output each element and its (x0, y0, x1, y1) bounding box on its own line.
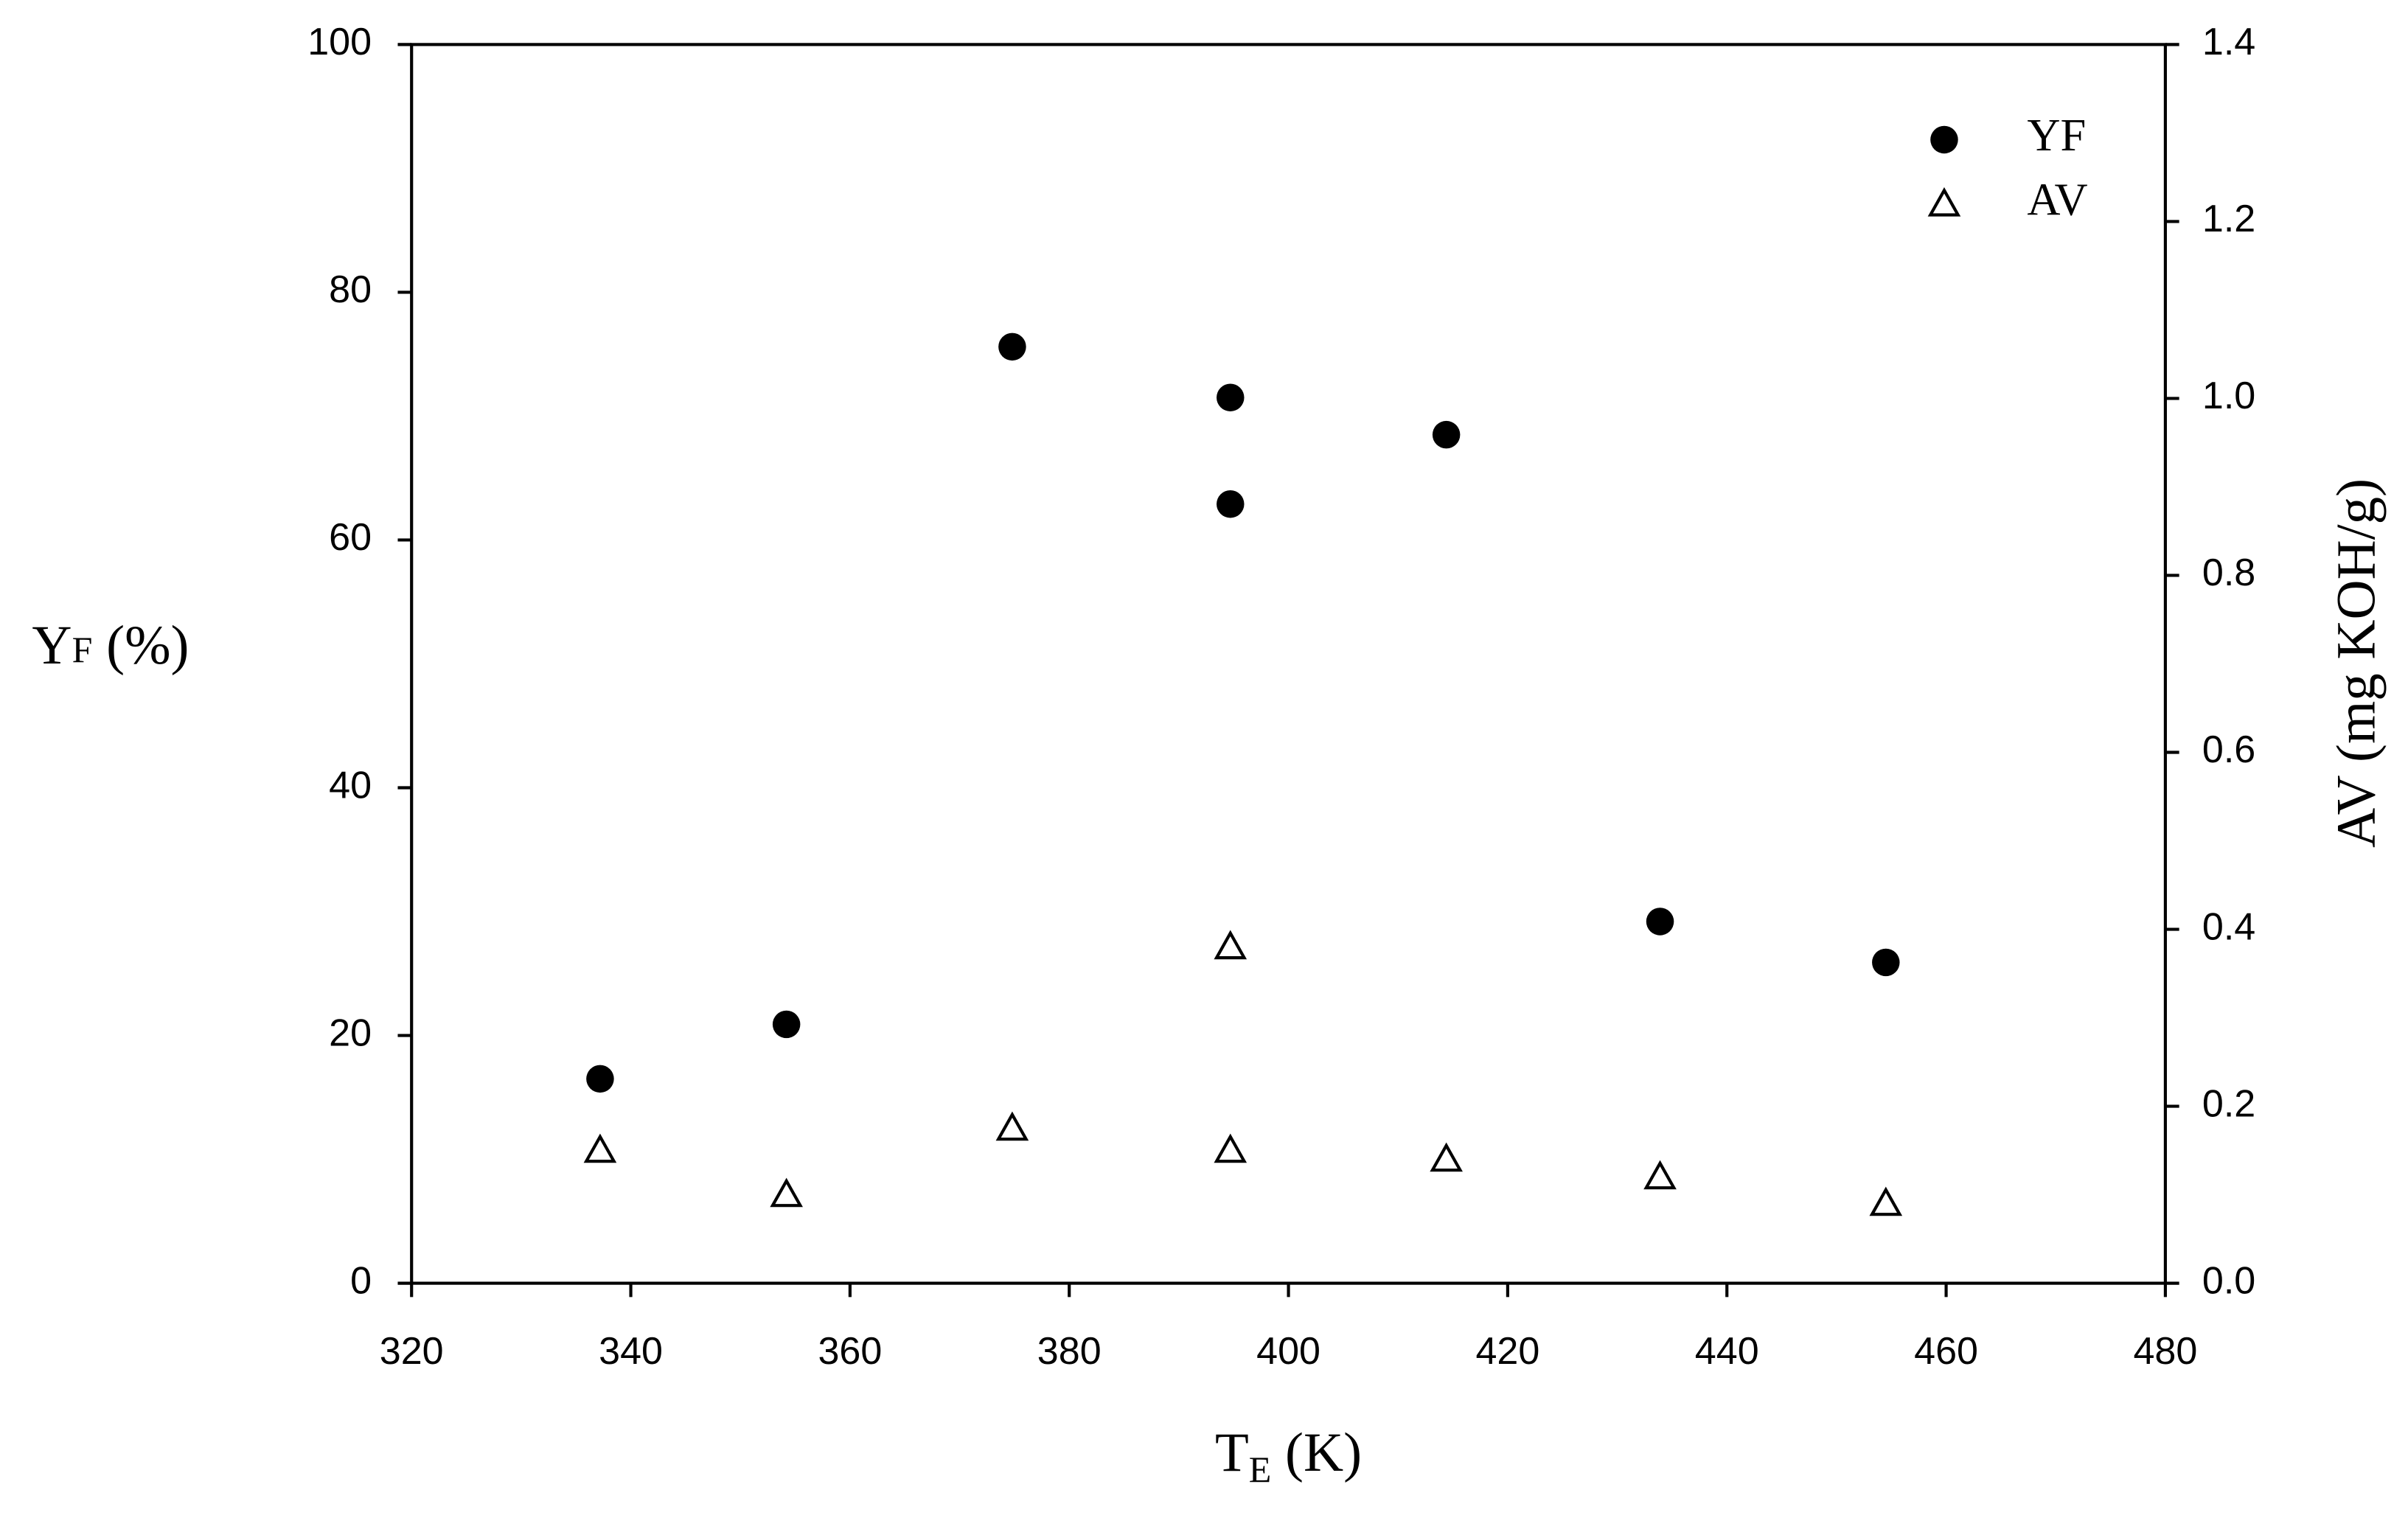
x-label-suffix: (K) (1271, 1422, 1362, 1483)
point (1872, 948, 1900, 977)
legend-marker (1927, 187, 1961, 217)
y2-tick-label: 0.8 (2202, 551, 2255, 594)
legend-label: YF (2027, 109, 2086, 161)
x-tick-label: 480 (2133, 1330, 2197, 1373)
y-label-sub: F (72, 629, 93, 670)
x-tick-label: 380 (1037, 1330, 1102, 1373)
x-tick-label: 360 (818, 1330, 882, 1373)
y2-axis-label: AV (mg KOH/g) (2326, 478, 2387, 848)
point (998, 332, 1026, 361)
y-tick-label: 100 (307, 21, 372, 63)
point (1869, 1186, 1903, 1216)
y-tick-label: 40 (329, 764, 372, 807)
y-label-main: Y (32, 615, 72, 676)
legend-label: AV (2027, 173, 2087, 225)
x-tick-label: 440 (1695, 1330, 1759, 1373)
point (772, 1010, 801, 1039)
y2-tick-label: 1.0 (2202, 375, 2255, 417)
y2-tick-label: 0.0 (2202, 1259, 2255, 1302)
point (995, 1111, 1029, 1141)
y2-tick-label: 1.2 (2202, 198, 2255, 240)
point (1430, 1142, 1463, 1172)
point (1646, 908, 1674, 936)
x-tick-label: 400 (1256, 1330, 1320, 1373)
point (1432, 420, 1461, 449)
y2-tick-label: 0.4 (2202, 905, 2255, 948)
y-tick-label: 20 (329, 1011, 372, 1054)
y2-tick-label: 0.6 (2202, 728, 2255, 771)
x-label-sub: E (1249, 1449, 1272, 1490)
x-tick-label: 460 (1914, 1330, 1978, 1373)
y-tick-label: 0 (350, 1259, 372, 1302)
x-label-main: T (1215, 1422, 1249, 1483)
y-tick-label: 80 (329, 268, 372, 311)
y-tick-label: 60 (329, 516, 372, 559)
point (583, 1133, 617, 1163)
y-axis-label: YF (%) (32, 615, 189, 676)
x-tick-label: 320 (380, 1330, 444, 1373)
legend-marker (1930, 125, 1958, 154)
y-label-suffix: (%) (92, 615, 189, 676)
point (1217, 383, 1245, 411)
point (1217, 490, 1245, 518)
plot-frame (410, 43, 2167, 1285)
point (1214, 930, 1248, 960)
point (1643, 1160, 1677, 1190)
y2-tick-label: 1.4 (2202, 21, 2255, 63)
x-tick-label: 420 (1475, 1330, 1539, 1373)
x-tick-label: 340 (599, 1330, 663, 1373)
x-axis-label: TE (K) (1215, 1422, 1362, 1490)
point (586, 1065, 614, 1093)
point (770, 1177, 803, 1208)
y2-tick-label: 0.2 (2202, 1082, 2255, 1125)
point (1214, 1133, 1248, 1163)
